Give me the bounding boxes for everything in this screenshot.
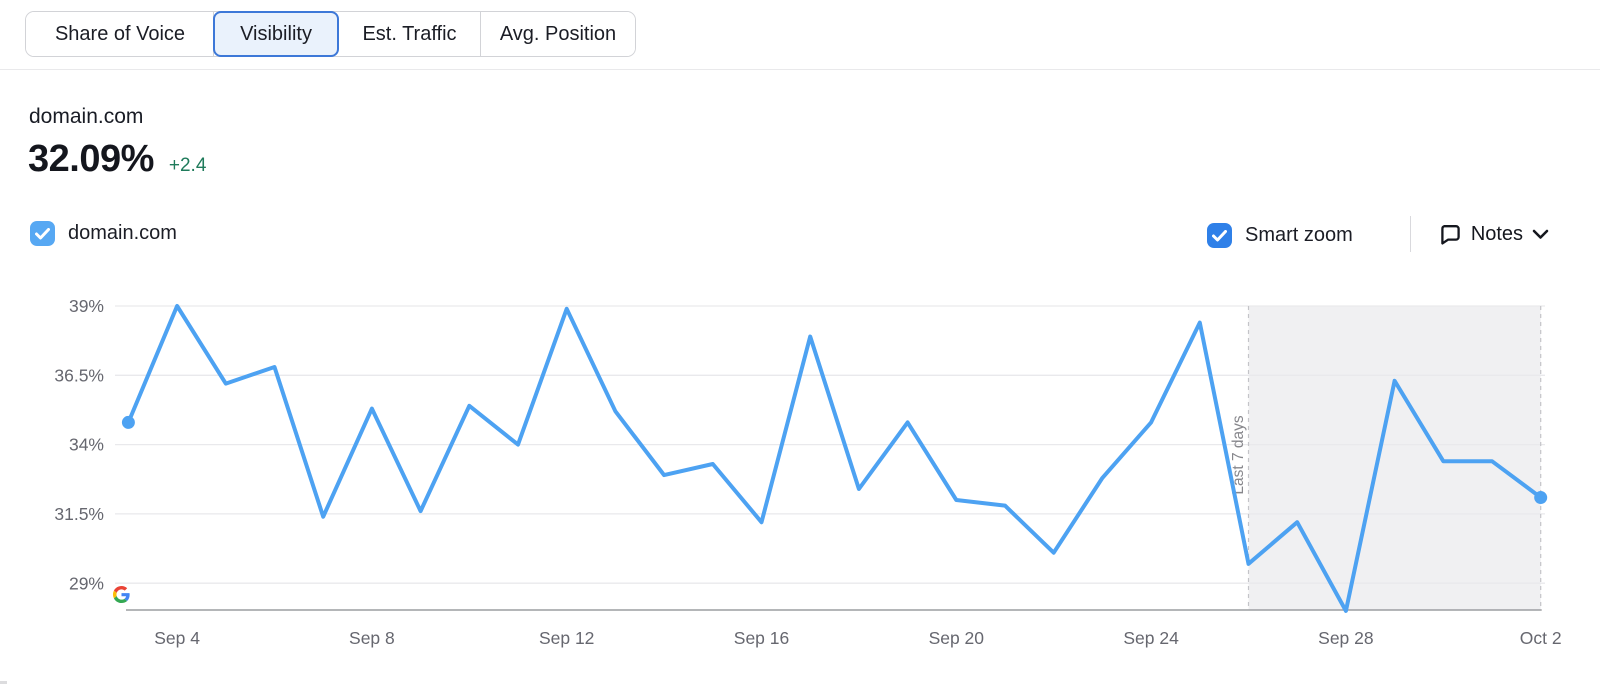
smart-zoom-toggle[interactable]: Smart zoom <box>1207 223 1353 248</box>
x-axis-label: Sep 12 <box>539 628 594 648</box>
tab-visibility[interactable]: Visibility <box>213 11 339 57</box>
x-axis-label: Sep 28 <box>1318 628 1373 648</box>
clipped-edge-element <box>0 681 7 684</box>
x-axis-label: Oct 2 <box>1520 628 1562 648</box>
x-axis-label: Sep 24 <box>1123 628 1179 648</box>
controls-divider <box>1409 216 1411 252</box>
tab-label: Share of Voice <box>54 22 186 45</box>
endpoint-dot <box>1534 491 1548 505</box>
smart-zoom-region-label: Last 7 days <box>1230 415 1247 495</box>
chart-controls: Smart zoom Notes <box>1207 216 1549 252</box>
tab-label: Avg. Position <box>499 22 617 45</box>
metric-change-badge: +2.4 <box>168 155 207 176</box>
y-axis-label: 34% <box>69 435 104 455</box>
visibility-chart[interactable]: 39% 36.5% 34% 31.5% 29% Last 7 days Sep 4 Sep 8… <box>0 280 1600 660</box>
chevron-down-icon <box>1532 229 1549 239</box>
smart-zoom-checkbox[interactable] <box>1207 223 1232 248</box>
smart-zoom-region <box>1248 306 1541 610</box>
series-line <box>126 304 1543 613</box>
series-legend-label: domain.com <box>68 222 177 244</box>
checkmark-icon <box>1212 229 1227 241</box>
metric-tab-group: Share of Voice Visibility Est. Traffic A… <box>25 11 636 57</box>
notes-label: Notes <box>1470 222 1524 245</box>
metric-domain-title: domain.com <box>29 105 144 128</box>
endpoint-dot <box>121 415 135 429</box>
series-legend-item[interactable]: domain.com <box>30 221 177 246</box>
tab-label: Est. Traffic <box>362 22 457 45</box>
tab-divider <box>213 12 214 56</box>
tab-share-of-voice[interactable]: Share of Voice <box>26 12 214 56</box>
y-axis-label: 31.5% <box>54 504 104 524</box>
x-axis-label: Sep 20 <box>929 628 985 648</box>
tab-avg-position[interactable]: Avg. Position <box>481 12 635 56</box>
google-icon <box>113 586 130 604</box>
smart-zoom-label: Smart zoom <box>1245 224 1353 246</box>
y-axis-label: 29% <box>69 573 104 593</box>
x-axis-label: Sep 16 <box>734 628 789 648</box>
checkmark-icon <box>35 227 50 239</box>
series-checkbox[interactable] <box>30 221 55 246</box>
x-axis-label: Sep 8 <box>349 628 395 648</box>
chart-canvas[interactable]: 39% 36.5% 34% 31.5% 29% Last 7 days Sep 4 Sep 8… <box>0 280 1600 660</box>
tab-divider <box>480 12 481 56</box>
tab-est-traffic[interactable]: Est. Traffic <box>338 12 481 56</box>
tab-label: Visibility <box>240 22 312 45</box>
notes-dropdown-button[interactable]: Notes <box>1438 222 1549 246</box>
x-axis-label: Sep 4 <box>154 628 200 648</box>
metric-value: 32.09% <box>28 138 154 180</box>
y-axis-label: 36.5% <box>54 365 104 385</box>
metric-row: 32.09% +2.4 <box>28 138 206 181</box>
section-divider <box>0 69 1600 70</box>
speech-bubble-icon <box>1441 225 1460 245</box>
y-axis-label: 39% <box>69 296 104 316</box>
